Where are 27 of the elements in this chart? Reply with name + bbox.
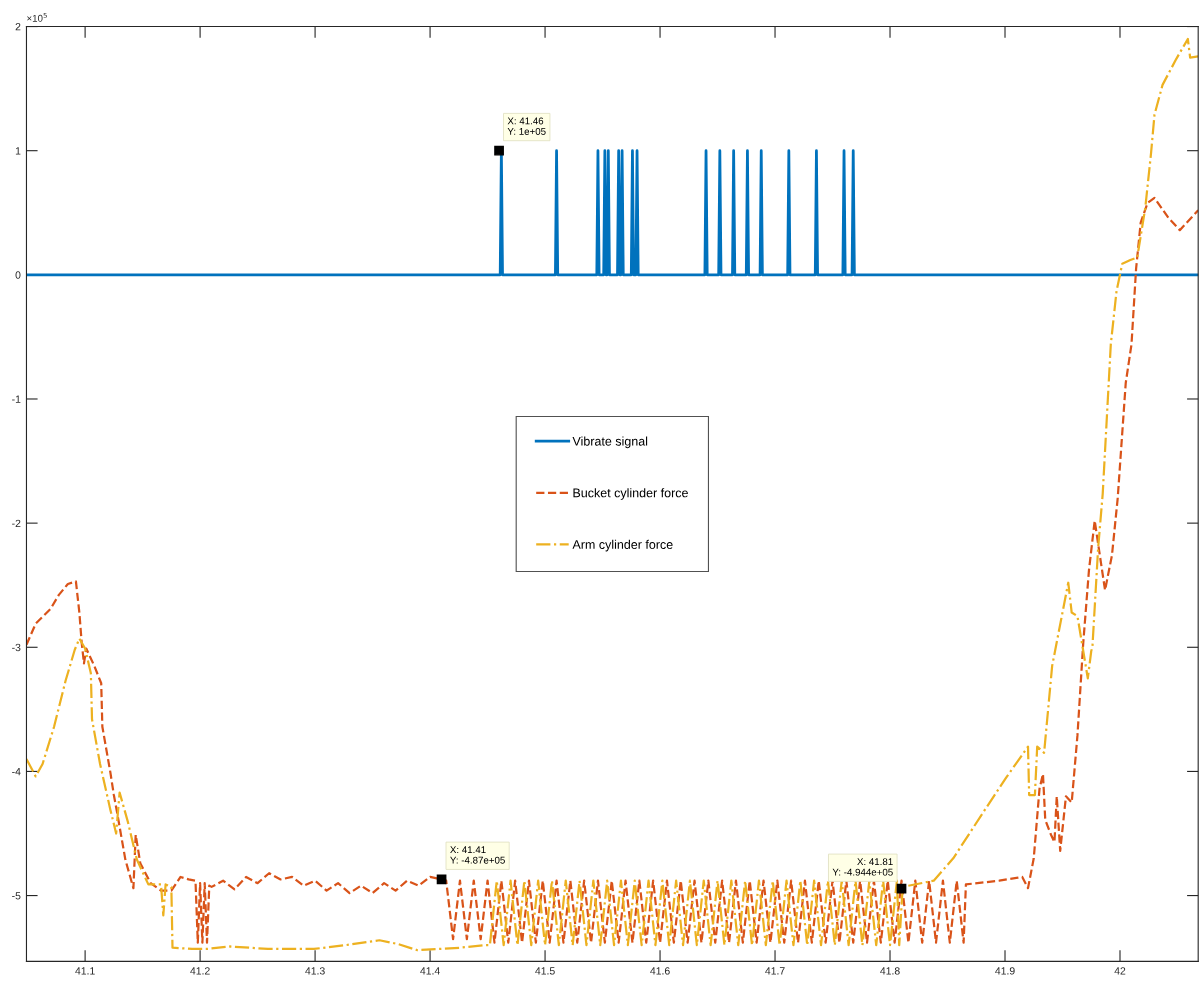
annotation: X: 41.81 Y: -4.944e+05 xyxy=(832,858,893,876)
y-tick-label: -5 xyxy=(12,892,21,900)
legend-label: Bucket cylinder force xyxy=(573,488,688,500)
x-tick-label: 41.8 xyxy=(880,967,900,975)
x-tick-label: 41.4 xyxy=(420,967,440,975)
x-tick-label: 41.2 xyxy=(190,967,210,975)
annotation: X: 41.41 Y: -4.87e+05 xyxy=(450,846,505,864)
y-tick-label: -2 xyxy=(12,519,21,527)
y-tick-label: -4 xyxy=(12,768,21,776)
annotation: X: 41.46 Y: 1e+05 xyxy=(507,117,546,135)
x-tick-label: 41.1 xyxy=(75,967,95,975)
y-tick-label: -3 xyxy=(12,643,21,652)
x-tick-label: 41.5 xyxy=(535,967,555,975)
y-tick-label: 1 xyxy=(15,147,21,155)
x-tick-label: 41.7 xyxy=(765,967,785,975)
y-tick-label: 0 xyxy=(15,271,21,279)
x-tick-label: 42 xyxy=(1114,967,1126,975)
legend-label: Vibrate signal xyxy=(572,436,648,449)
x-tick-label: 41.3 xyxy=(305,967,325,975)
legend-label: Arm cylinder force xyxy=(572,539,673,552)
y-tick-label: -1 xyxy=(12,395,21,403)
text: ×10$^{5}$ xyxy=(27,12,47,22)
y-tick-label: 2 xyxy=(15,23,21,31)
line-series xyxy=(26,196,1199,944)
x-tick-label: 41.6 xyxy=(650,967,670,975)
x-tick-label: 41.9 xyxy=(995,967,1015,975)
line-series xyxy=(26,37,1199,952)
